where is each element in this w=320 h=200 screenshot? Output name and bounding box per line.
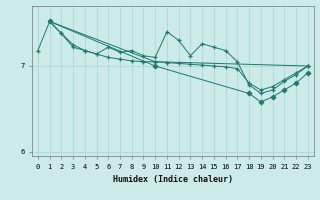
X-axis label: Humidex (Indice chaleur): Humidex (Indice chaleur): [113, 175, 233, 184]
